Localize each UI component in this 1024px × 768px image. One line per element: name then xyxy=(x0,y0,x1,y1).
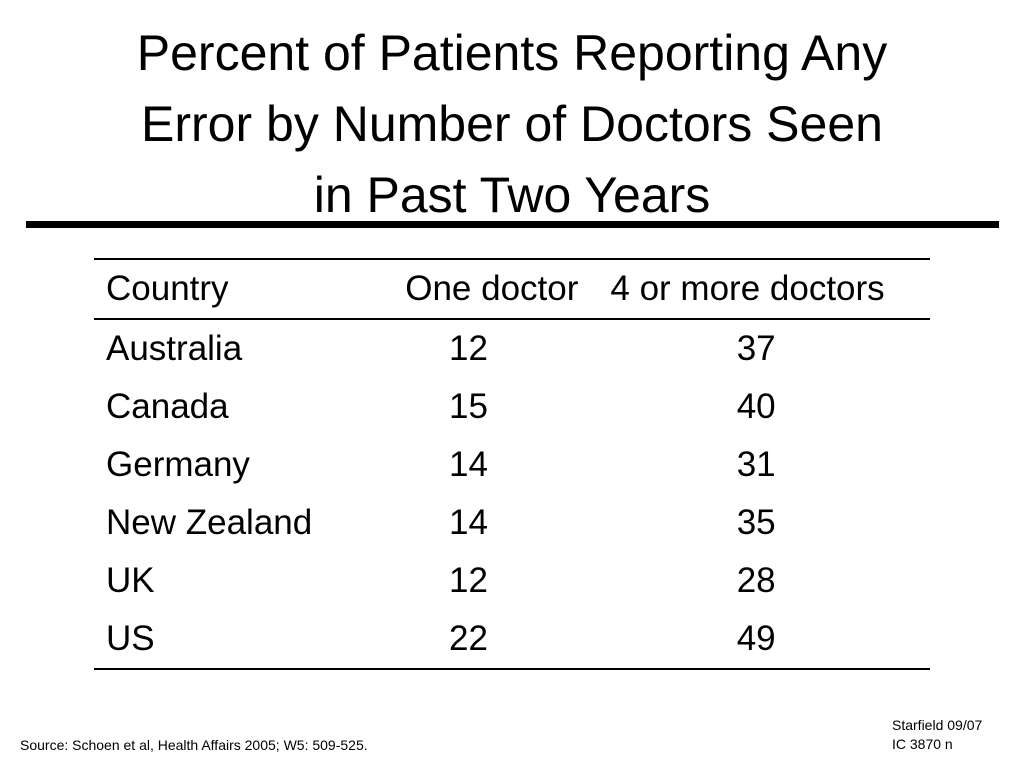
header-country: Country xyxy=(106,269,229,308)
cell-country: New Zealand xyxy=(106,503,313,542)
data-table: Country One doctor 4 or more doctors Aus… xyxy=(94,258,930,670)
table-row: New Zealand 14 35 xyxy=(94,494,930,552)
table-row: UK 12 28 xyxy=(94,552,930,610)
cell-country: Germany xyxy=(106,445,250,484)
slide-meta: Starfield 09/07 IC 3870 n xyxy=(892,716,982,754)
meta-line: IC 3870 n xyxy=(892,736,953,752)
cell-one-doctor: 12 xyxy=(448,561,488,600)
table-row: Germany 14 31 xyxy=(94,436,930,494)
cell-one-doctor: 14 xyxy=(448,503,488,542)
title-line: Error by Number of Doctors Seen xyxy=(141,96,883,152)
cell-one-doctor: 12 xyxy=(448,329,488,368)
table-row: US 22 49 xyxy=(94,610,930,669)
cell-one-doctor: 14 xyxy=(448,445,488,484)
cell-four-or-more: 49 xyxy=(736,619,776,658)
title-line: in Past Two Years xyxy=(313,167,711,223)
table-row: Australia 12 37 xyxy=(94,319,930,378)
cell-one-doctor: 15 xyxy=(448,387,488,426)
cell-country: Australia xyxy=(106,329,243,368)
source-citation: Source: Schoen et al, Health Affairs 200… xyxy=(20,737,368,753)
title-divider xyxy=(26,221,999,228)
cell-four-or-more: 35 xyxy=(736,503,776,542)
header-one-doctor: One doctor xyxy=(405,269,579,308)
cell-four-or-more: 28 xyxy=(736,561,776,600)
title-line: Percent of Patients Reporting Any xyxy=(136,25,888,81)
cell-country: Canada xyxy=(106,387,229,426)
table-row: Canada 15 40 xyxy=(94,378,930,436)
meta-line: Starfield 09/07 xyxy=(892,717,983,733)
cell-one-doctor: 22 xyxy=(448,619,488,658)
header-four-or-more-doctors: 4 or more doctors xyxy=(610,269,885,308)
cell-four-or-more: 40 xyxy=(736,387,776,426)
table-header-row: Country One doctor 4 or more doctors xyxy=(94,259,930,319)
slide-title: Percent of Patients Reporting Any Error … xyxy=(0,18,1024,231)
cell-four-or-more: 31 xyxy=(736,445,776,484)
cell-four-or-more: 37 xyxy=(736,329,776,368)
cell-country: US xyxy=(106,619,155,658)
cell-country: UK xyxy=(106,561,155,600)
